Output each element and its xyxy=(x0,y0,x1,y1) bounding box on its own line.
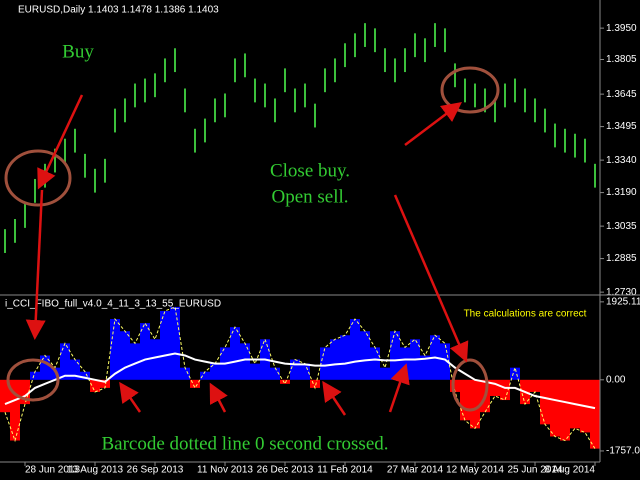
oscillator-bar xyxy=(50,367,60,380)
y-tick-label: 1.3950 xyxy=(606,23,637,34)
y-tick-label: 1.3340 xyxy=(606,155,637,166)
oscillator-bar xyxy=(540,379,550,425)
oscillator-bar xyxy=(470,379,480,429)
oscillator-bar xyxy=(70,359,80,380)
oscillator-bar xyxy=(160,310,170,380)
highlight-oval xyxy=(451,358,489,412)
oscillator-bar xyxy=(170,306,180,380)
highlight-oval xyxy=(6,358,60,402)
oscillator-bar xyxy=(230,327,240,380)
oscillator-bar xyxy=(530,379,540,392)
oscillator-bar xyxy=(440,343,450,380)
x-tick-label: 11 Feb 2014 xyxy=(317,465,373,476)
oscillator-bar xyxy=(300,363,310,380)
arrow xyxy=(25,189,46,340)
annotation-shapes xyxy=(4,66,500,416)
oscillator-bar xyxy=(100,379,110,388)
chart-header: EURUSD,Daily 1.1403 1.1478 1.1386 1.1403 xyxy=(18,5,219,16)
y-tick-label: 1925.11 xyxy=(606,296,640,307)
arrow xyxy=(393,194,469,363)
oscillator-bar xyxy=(460,379,470,421)
x-tick-label: 26 Sep 2013 xyxy=(127,465,184,476)
y-tick-label: 1.2885 xyxy=(606,253,637,264)
arrow xyxy=(119,381,142,413)
x-tick-label: 8 Aug 2014 xyxy=(544,465,595,476)
oscillator-bar xyxy=(60,343,70,380)
arrow xyxy=(388,363,410,413)
oscillator-bar xyxy=(140,323,150,380)
y-tick-label: 1.3495 xyxy=(606,121,637,132)
oscillator-bar xyxy=(180,367,190,380)
oscillator-bar xyxy=(270,367,280,380)
indicator-note: The calculations are correct xyxy=(464,309,587,320)
oscillator-bar xyxy=(190,379,200,388)
oscillator-bar xyxy=(80,371,90,380)
y-tick-label: 1.3645 xyxy=(606,89,637,100)
x-tick-label: 12 May 2014 xyxy=(446,465,504,476)
oscillator-bar xyxy=(370,347,380,380)
oscillator-bar xyxy=(240,343,250,380)
oscillator-bar xyxy=(120,331,130,380)
oscillator-bar xyxy=(290,359,300,380)
oscillator-bar xyxy=(30,371,40,380)
oscillator-bar xyxy=(510,367,520,380)
oscillator-bar xyxy=(280,379,290,384)
y-tick-label: 0.00 xyxy=(606,374,626,385)
oscillator-bar xyxy=(250,363,260,380)
oscillator-bar xyxy=(490,379,500,396)
y-tick-label: 1.3805 xyxy=(606,54,637,65)
arrow xyxy=(404,101,462,146)
oscillator-bar xyxy=(210,363,220,380)
arrow xyxy=(37,94,84,190)
annotation: Barcode dotted line 0 second crossed. xyxy=(101,433,388,454)
y-tick-label: 1.2730 xyxy=(606,287,637,298)
y-tick-label: -1757.05 xyxy=(606,446,640,457)
x-tick-label: 27 Mar 2014 xyxy=(387,465,444,476)
oscillator-bar xyxy=(590,379,600,449)
oscillator-bar xyxy=(450,379,460,392)
oscillator-bar xyxy=(500,379,510,401)
price-pane: 1.3950 1.3805 1.3645 1.3495 1.3340 1.3190 1.30… xyxy=(4,23,637,298)
oscillator-bar xyxy=(310,379,320,388)
x-tick-label: 26 Dec 2013 xyxy=(257,465,314,476)
arrow xyxy=(322,380,347,416)
oscillator-bar xyxy=(560,379,570,441)
oscillator-bar xyxy=(20,379,30,405)
oscillator-bar xyxy=(350,319,360,380)
y-tick-label: 1.3190 xyxy=(606,187,637,198)
highlight-oval xyxy=(4,149,72,207)
annotation: Open sell. xyxy=(271,186,348,207)
oscillator-bar xyxy=(320,347,330,380)
oscillator-bar xyxy=(360,331,370,380)
oscillator-bar xyxy=(40,355,50,380)
x-tick-label: 11 Nov 2013 xyxy=(197,465,253,476)
oscillator-bar xyxy=(150,339,160,380)
oscillator-bar xyxy=(380,367,390,380)
annotation: Buy xyxy=(62,41,94,62)
x-tick-label: 25 Jun 2014 xyxy=(507,465,562,476)
x-tick-label: 28 Jun 2013 xyxy=(25,465,80,476)
oscillator-bar xyxy=(90,379,100,392)
oscillator-bar xyxy=(200,371,210,380)
oscillator-bar xyxy=(110,319,120,380)
oscillator-bar xyxy=(130,343,140,380)
oscillator-bar xyxy=(0,379,10,413)
highlight-oval xyxy=(440,66,500,114)
y-tick-label: 1.3035 xyxy=(606,221,637,232)
x-tick-label: 13 Aug 2013 xyxy=(67,465,124,476)
oscillator-bar xyxy=(340,335,350,380)
oscillator-line xyxy=(4,306,596,449)
oscillator-bar xyxy=(330,339,340,380)
oscillator-bar xyxy=(390,331,400,380)
oscillator-bar xyxy=(10,379,20,441)
annotation: Close buy. xyxy=(270,160,350,181)
indicator-title: i_CCI_FIBO_full_v4.0_4_11_3_13_55_EURUSD xyxy=(5,299,221,310)
arrow xyxy=(209,382,228,413)
oscillator-bar xyxy=(420,355,430,380)
oscillator-bar xyxy=(550,379,560,437)
average-line xyxy=(4,352,596,410)
